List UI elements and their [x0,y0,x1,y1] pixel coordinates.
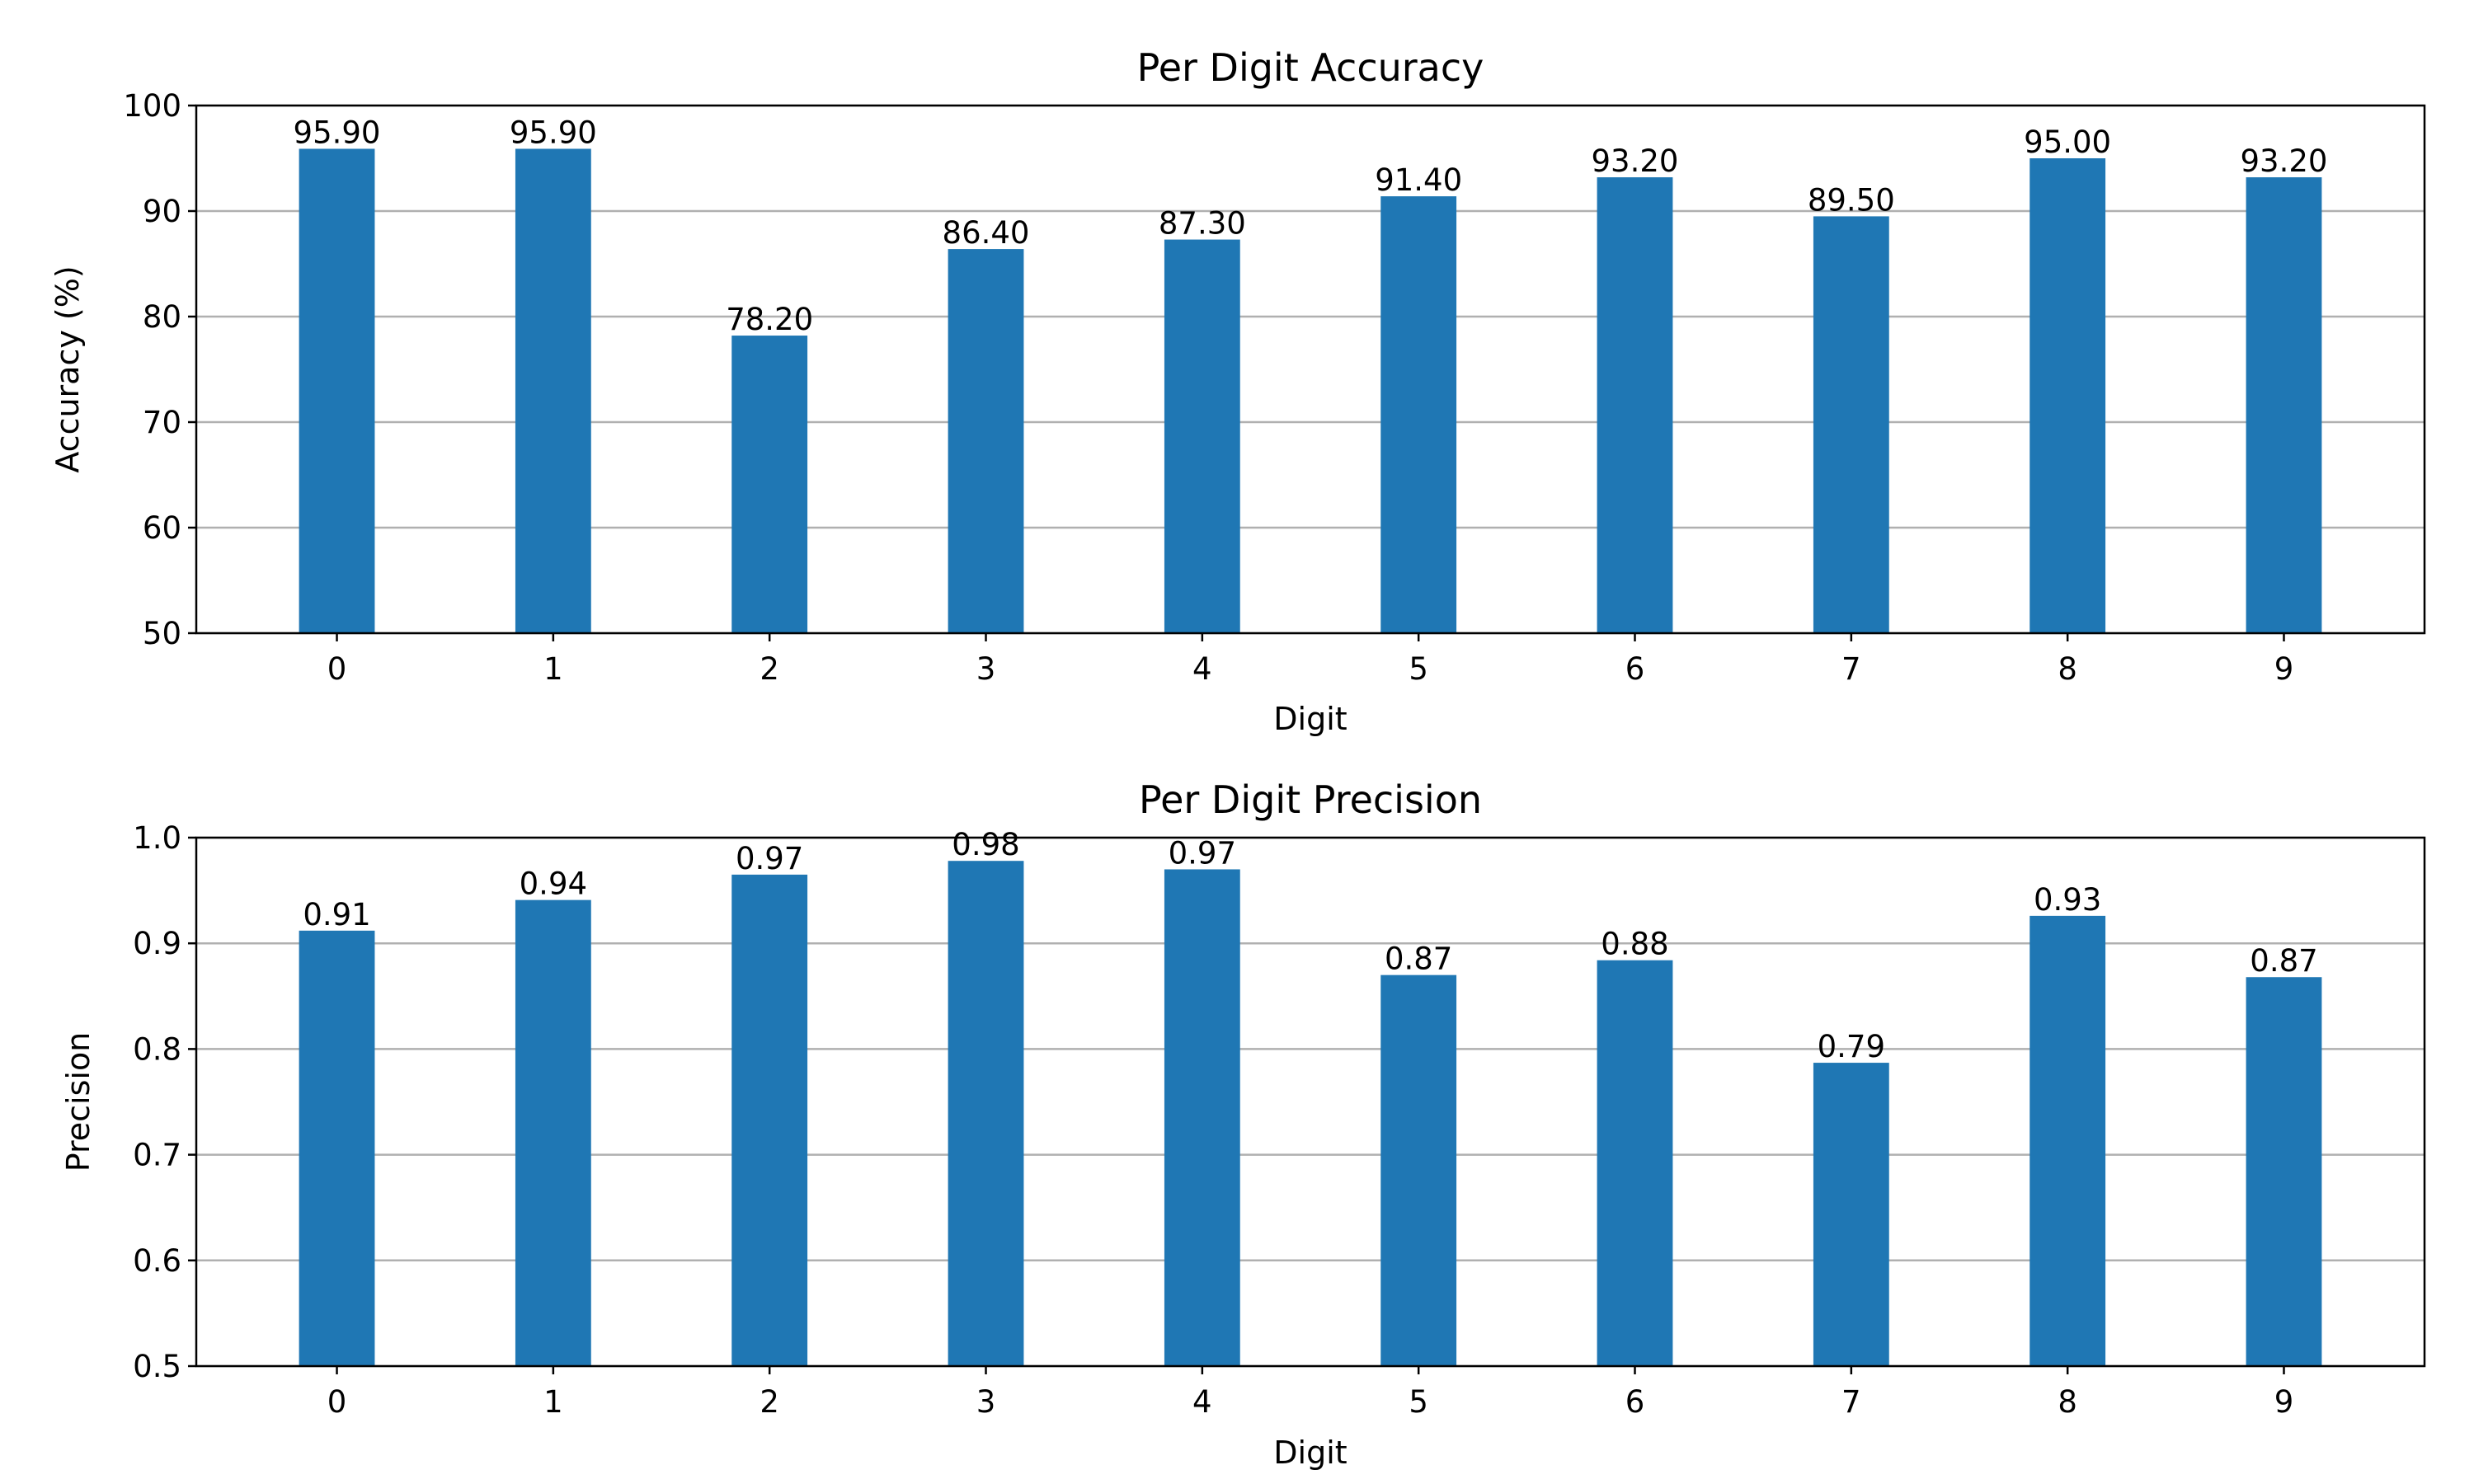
data-label-digit-9: 0.87 [2250,943,2317,979]
data-label-digit-3: 86.40 [943,215,1030,251]
data-label-digit-1: 0.94 [520,866,587,902]
data-label-digit-6: 93.20 [1592,143,1679,179]
data-label-digit-7: 89.50 [1808,182,1895,218]
y-axis-label: Precision [60,1032,96,1172]
data-label-digit-3: 0.98 [952,827,1019,862]
data-label-digit-0: 0.91 [303,897,370,932]
bar-digit-6 [1597,177,1673,634]
data-label-digit-1: 95.90 [510,115,597,150]
x-tick-label-digit-3: 3 [976,651,996,687]
x-tick-label-digit-1: 1 [543,651,563,687]
bar-digit-0 [299,930,375,1366]
x-axis-label: Digit [1273,701,1347,737]
y-tick-label: 80 [143,299,181,335]
data-label-digit-5: 0.87 [1385,942,1452,977]
x-tick-label-digit-5: 5 [1409,1384,1428,1420]
bar-digit-3 [948,249,1024,633]
data-label-digit-6: 0.88 [1601,927,1668,962]
bar-digit-4 [1164,239,1240,633]
x-tick-label-digit-8: 8 [2058,1384,2077,1420]
precision-chart: 0.910.940.97 0.98 0.970.87 0.880.790.930.87… [60,777,2426,1471]
bar-digit-7 [1813,216,1889,633]
bar-digit-8 [2030,915,2106,1366]
x-tick-label-digit-7: 7 [1841,1384,1861,1420]
bar-digit-5 [1380,196,1457,633]
plot-frame [195,836,2426,1368]
x-tick-label-digit-8: 8 [2058,651,2077,687]
bar-digit-7 [1813,1063,1889,1366]
y-tick-label: 70 [143,405,181,440]
y-tick-label: 0.9 [133,926,181,961]
bar-digit-6 [1597,960,1673,1366]
bar-digit-9 [2246,977,2322,1366]
data-label-digit-4: 87.30 [1159,206,1246,242]
y-tick-label: 90 [143,194,181,229]
y-tick-label: 0.6 [133,1243,181,1279]
y-tick-label: 0.8 [133,1031,181,1067]
x-axis-label: Digit [1273,1435,1347,1471]
bar-digit-4 [1164,869,1240,1366]
x-tick-label-digit-9: 9 [2274,1384,2294,1420]
x-tick-label-digit-6: 6 [1625,1384,1645,1420]
data-label-digit-0: 95.90 [294,115,381,150]
bar-digit-2 [731,874,808,1366]
x-tick-label-digit-1: 1 [543,1384,563,1420]
x-tick-label-digit-2: 2 [760,1384,779,1420]
data-label-digit-2: 78.20 [726,302,813,337]
y-axis-label: Accuracy (%) [49,265,86,472]
y-tick-label: 50 [143,616,181,651]
data-label-digit-8: 95.00 [2024,124,2111,160]
x-tick-label-digit-5: 5 [1409,651,1428,687]
plot-frame [195,104,2426,635]
data-label-digit-8: 0.93 [2034,882,2101,918]
y-tick-label: 0.7 [133,1138,181,1173]
y-tick-label: 100 [123,88,181,124]
y-tick-label: 1.0 [133,820,181,856]
bar-digit-1 [515,899,591,1366]
x-tick-label-digit-4: 4 [1192,1384,1212,1420]
data-label-digit-2: 0.97 [736,841,803,876]
bar-digit-1 [515,148,591,634]
x-tick-label-digit-2: 2 [760,651,779,687]
data-label-digit-9: 93.20 [2241,143,2328,179]
data-label-digit-5: 91.40 [1375,162,1462,198]
bar-digit-9 [2246,177,2322,634]
chart-title: Per Digit Accuracy [1137,45,1484,90]
bar-digit-8 [2030,158,2106,633]
x-tick-label-digit-9: 9 [2274,651,2294,687]
x-tick-label-digit-3: 3 [976,1384,996,1420]
bar-digit-3 [948,861,1024,1366]
chart-title: Per Digit Precision [1139,777,1482,822]
y-tick-label: 0.5 [133,1349,181,1384]
accuracy-chart: 95.90 95.90 78.20 86.40 87.30 91.40 93.20 89.50… [49,45,2426,737]
bar-digit-0 [299,148,375,634]
bar-digit-2 [731,336,808,633]
y-tick-label: 60 [143,510,181,546]
x-tick-label-digit-7: 7 [1841,651,1861,687]
x-tick-label-digit-6: 6 [1625,651,1645,687]
bar-digit-5 [1380,974,1457,1366]
data-label-digit-7: 0.79 [1818,1029,1885,1064]
x-tick-label-digit-0: 0 [327,1384,347,1420]
data-label-digit-4: 0.97 [1169,835,1236,871]
x-tick-label-digit-4: 4 [1192,651,1212,687]
x-tick-label-digit-0: 0 [327,651,347,687]
